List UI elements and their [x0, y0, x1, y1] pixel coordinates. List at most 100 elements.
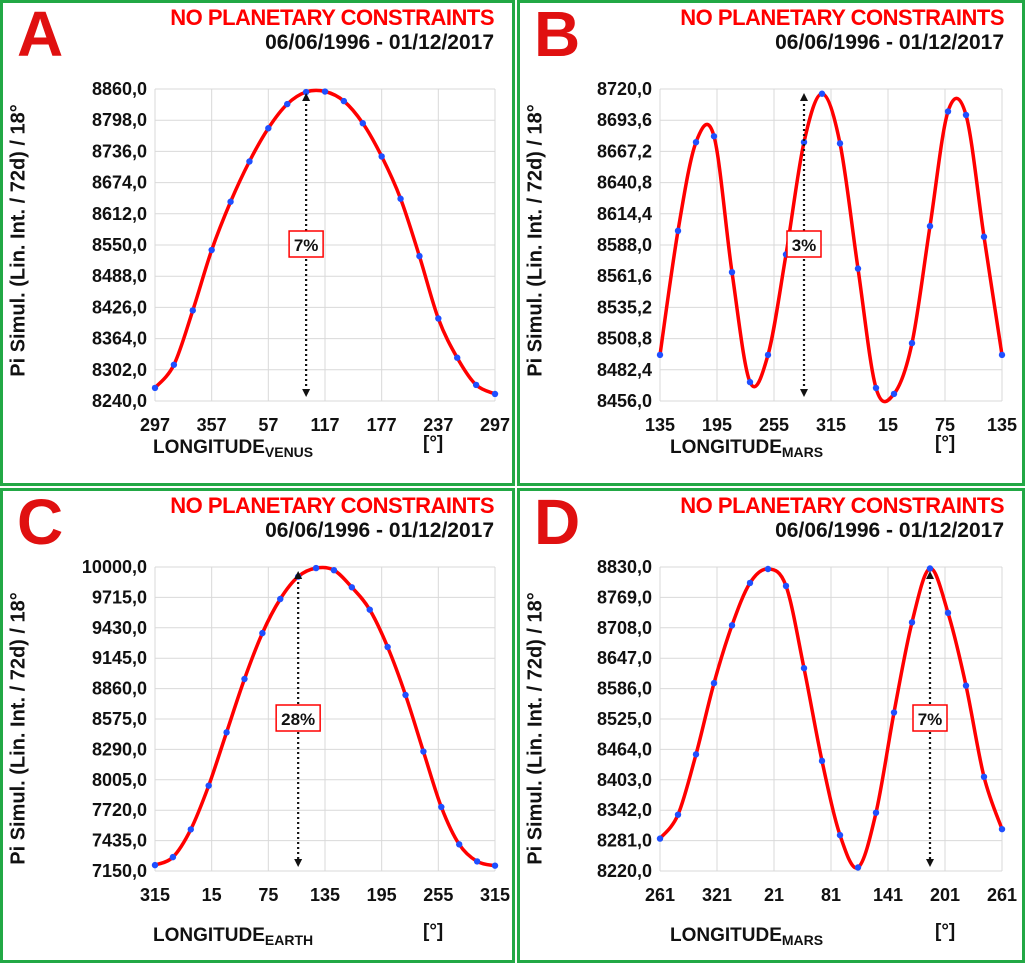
data-point: [818, 757, 826, 765]
data-point: [962, 111, 970, 119]
x-tick-label: 255: [423, 885, 453, 905]
data-point: [854, 864, 862, 871]
arrow-head-down: [302, 389, 311, 397]
chart-subtitle: 06/06/1996 - 01/12/2017: [265, 519, 494, 542]
y-tick-label: 8426,0: [92, 297, 147, 317]
data-point: [384, 643, 391, 651]
x-axis-label-sub: EARTH: [264, 932, 314, 948]
data-point: [284, 100, 291, 108]
data-point: [746, 378, 754, 386]
arrow-head-down: [294, 859, 303, 867]
data-point: [378, 153, 385, 160]
x-axis-unit: [°]: [935, 921, 956, 942]
data-point: [926, 222, 934, 230]
data-point: [782, 582, 790, 590]
data-point: [908, 619, 916, 626]
y-tick-label: 8550,0: [92, 235, 147, 255]
data-point: [169, 853, 177, 861]
y-tick-label: 8488,0: [92, 266, 147, 286]
data-point: [872, 809, 880, 816]
x-tick-label: 357: [197, 415, 227, 435]
percent-label: 3%: [792, 236, 817, 255]
x-tick-label: 237: [423, 415, 453, 435]
y-tick-label: 8693,6: [597, 110, 652, 130]
y-tick-label: 8508,8: [597, 329, 652, 349]
panel-letter: B: [534, 0, 580, 70]
y-tick-label: 8667,2: [597, 141, 652, 161]
y-tick-label: 8708,0: [597, 618, 652, 638]
x-tick-label: 135: [987, 415, 1017, 435]
x-axis-label-main: LONGITUDE: [153, 437, 265, 458]
data-point: [438, 803, 445, 811]
data-point: [926, 565, 934, 572]
percent-label: 7%: [294, 236, 319, 255]
data-point: [692, 751, 700, 758]
data-point: [302, 88, 310, 96]
chart-title: NO PLANETARY CONSTRAINTS: [680, 5, 1004, 30]
y-tick-label: 8640,8: [597, 173, 652, 193]
chart-svg-d: 8830,0 8769,0 8708,0 8647,0 8586,0 8525,0 8464…: [597, 557, 1017, 905]
data-point: [710, 679, 718, 687]
data-point: [359, 120, 366, 127]
x-tick-label: 261: [987, 885, 1017, 905]
data-point: [312, 564, 320, 572]
x-axis-unit: [°]: [423, 433, 444, 454]
x-tick-label: 57: [258, 415, 278, 435]
arrow-head-up: [926, 571, 934, 579]
x-axis-unit: [°]: [935, 433, 956, 454]
percent-box: [912, 704, 948, 732]
chart-svg-c: 10000,0 9715,0 9430,0 9145,0 8860,0 8575,0 829…: [82, 557, 510, 905]
data-point: [189, 307, 196, 314]
data-point: [454, 354, 461, 361]
data-point: [246, 158, 253, 165]
data-point: [656, 351, 664, 359]
data-point: [890, 390, 898, 398]
x-tick-label: 315: [480, 885, 510, 905]
x-tick-label: 201: [930, 885, 960, 905]
data-point: [728, 268, 736, 276]
data-point: [265, 125, 272, 132]
x-tick-label: 297: [140, 415, 170, 435]
data-point: [908, 339, 916, 347]
y-tick-label: 8769,0: [597, 587, 652, 607]
data-point: [728, 622, 736, 629]
x-axis-label: LONGITUDEMARS: [670, 925, 823, 948]
y-tick-label: 8302,0: [92, 360, 147, 380]
y-tick-label: 8798,0: [92, 110, 147, 130]
data-point: [836, 831, 844, 839]
x-axis-label-sub: MARS: [781, 444, 824, 460]
x-tick-label: 15: [202, 885, 222, 905]
y-tick-label: 8456,0: [597, 391, 652, 411]
data-point: [205, 782, 212, 789]
y-tick-label: 8482,4: [597, 360, 652, 380]
data-point: [980, 233, 988, 240]
data-point: [980, 773, 988, 781]
data-point: [330, 567, 338, 574]
chart-panel-a: 8860,0 8798,0 8736,0 8674,0 8612,0 8550,0 8488…: [0, 0, 515, 486]
y-tick-label: 8535,2: [597, 297, 652, 317]
y-tick-label: 8290,0: [92, 739, 147, 759]
y-axis-label: Pi Simul. (Lin. Int. / 72d) / 18°: [524, 104, 547, 377]
data-point: [227, 198, 234, 205]
data-point: [187, 826, 194, 833]
data-point: [854, 265, 862, 272]
y-tick-label: 8860,0: [92, 79, 147, 99]
data-point: [321, 88, 329, 95]
y-tick-label: 8561,6: [597, 266, 652, 286]
chart-subtitle: 06/06/1996 - 01/12/2017: [775, 519, 1004, 542]
data-point: [674, 227, 682, 235]
x-axis-label-main: LONGITUDE: [153, 925, 265, 946]
x-tick-label: 321: [702, 885, 732, 905]
data-point: [416, 252, 423, 260]
data-point: [710, 133, 718, 140]
x-tick-label: 195: [367, 885, 397, 905]
y-tick-label: 7720,0: [92, 800, 147, 820]
data-point: [208, 246, 215, 254]
percent-label: 7%: [918, 710, 943, 729]
percent-label: 28%: [281, 710, 315, 729]
data-point: [944, 609, 952, 617]
data-point: [241, 675, 248, 683]
chart-subtitle: 06/06/1996 - 01/12/2017: [775, 31, 1004, 54]
data-point: [746, 579, 754, 587]
percent-box: [288, 230, 324, 258]
